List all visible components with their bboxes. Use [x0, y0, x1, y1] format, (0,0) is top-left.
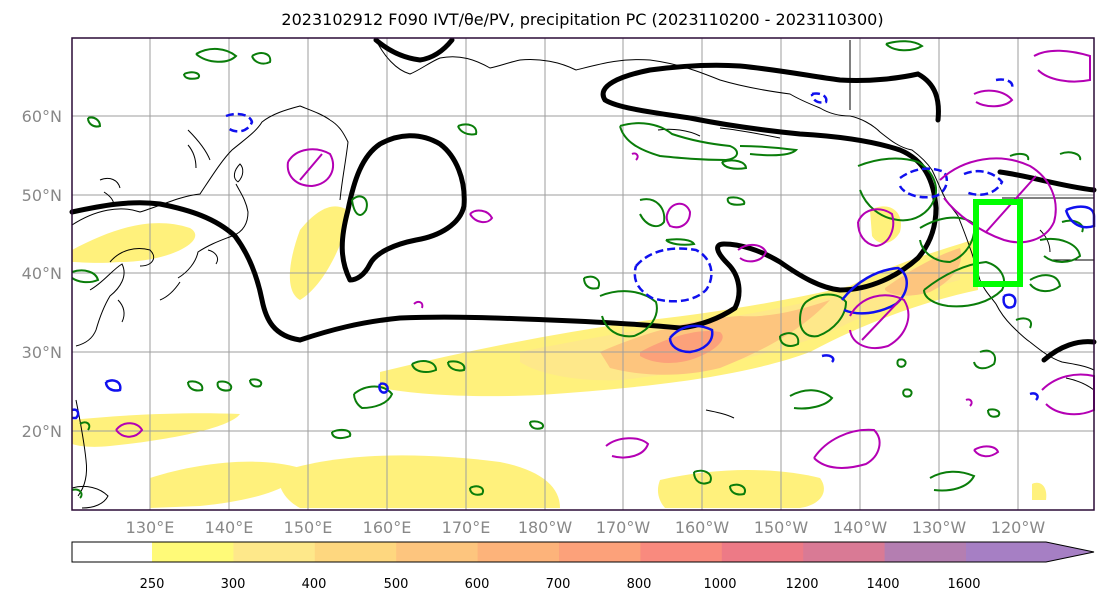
colorbar-segment	[721, 542, 804, 562]
colorbar-segment	[640, 542, 723, 562]
colorbar-tick-labels: 250 300 400 500 600 700 800 1000 1200 14…	[140, 577, 981, 592]
colorbar-tick: 1600	[947, 577, 980, 592]
target-region-box	[973, 199, 1023, 287]
colorbar-tick: 500	[384, 577, 409, 592]
colorbar-segment	[396, 542, 479, 562]
colorbar-segment	[559, 542, 641, 562]
lon-label: 130°W	[912, 518, 967, 537]
colorbar-tick: 300	[221, 577, 246, 592]
longitude-labels: 130°E 140°E 150°E 160°E 170°E 180°W 170°…	[126, 518, 1046, 537]
lon-label: 170°W	[596, 518, 651, 537]
colorbar-tick: 600	[465, 577, 490, 592]
colorbar: 250 300 400 500 600 700 800 1000 1200 14…	[71, 541, 1095, 592]
lon-label: 160°E	[363, 518, 412, 537]
colorbar-tick: 1400	[866, 577, 899, 592]
latitude-labels: 60°N 50°N 40°N 30°N 20°N	[22, 107, 62, 441]
map-title: 2023102912 F090 IVT/θe/PV, precipitation…	[281, 10, 884, 29]
precip-magenta-contours	[115, 49, 1095, 469]
colorbar-segment	[314, 542, 397, 562]
precip-blue-dashed-contours	[225, 78, 1014, 303]
lon-label: 120°W	[991, 518, 1046, 537]
colorbar-outline	[71, 541, 1095, 563]
colorbar-tick: 1000	[703, 577, 736, 592]
lon-label: 150°E	[284, 518, 333, 537]
lon-label: 170°E	[442, 518, 491, 537]
lat-label: 50°N	[22, 186, 62, 205]
lon-label: 130°E	[126, 518, 175, 537]
colorbar-tick: 700	[546, 577, 571, 592]
colorbar-segment	[884, 542, 967, 562]
lat-label: 20°N	[22, 422, 62, 441]
lon-label: 150°W	[754, 518, 809, 537]
colorbar-segment-below	[72, 542, 152, 562]
colorbar-segment	[152, 542, 234, 562]
lon-label: 140°E	[205, 518, 254, 537]
colorbar-segment	[803, 542, 886, 562]
lat-label: 40°N	[22, 264, 62, 283]
colorbar-segment	[233, 542, 316, 562]
colorbar-tick: 400	[302, 577, 327, 592]
lat-label: 60°N	[22, 107, 62, 126]
lon-label: 140°W	[833, 518, 888, 537]
ivt-shading	[72, 206, 1047, 508]
lon-label: 180°W	[518, 518, 573, 537]
colorbar-tick: 800	[627, 577, 652, 592]
map-frame	[71, 37, 1095, 511]
lat-label: 30°N	[22, 343, 62, 362]
colorbar-segments	[152, 542, 1094, 562]
lon-label: 160°W	[675, 518, 730, 537]
colorbar-tick: 1200	[785, 577, 818, 592]
colorbar-tick: 250	[140, 577, 165, 592]
precip-green-contours	[71, 40, 1084, 499]
colorbar-segment	[966, 542, 1094, 562]
colorbar-segment	[477, 542, 560, 562]
